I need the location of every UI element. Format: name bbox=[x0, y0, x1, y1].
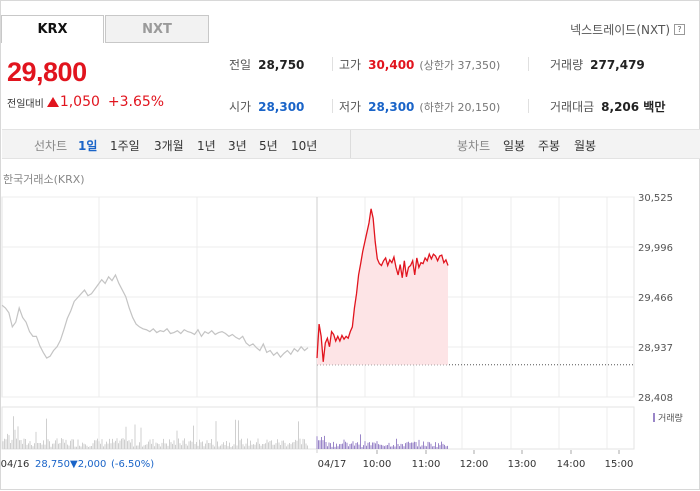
divider bbox=[332, 57, 333, 71]
y-tick-label: 29,466 bbox=[638, 293, 673, 304]
stat-value: 277,479 bbox=[590, 57, 645, 72]
stat-label: 저가 bbox=[339, 100, 362, 114]
today-line bbox=[316, 208, 449, 362]
stat-label: 시가 bbox=[229, 100, 252, 114]
line-chart-label: 선차트 bbox=[34, 139, 68, 153]
nxt-link-label: 넥스트레이드(NXT) bbox=[570, 23, 670, 37]
period-1d[interactable]: 1일 bbox=[78, 139, 98, 153]
y-tick-label: 30,525 bbox=[638, 193, 673, 204]
x-tick-label: 11:00 bbox=[412, 459, 441, 470]
stat-sub: (하한가 20,150) bbox=[419, 100, 501, 114]
stat-value: 28,750 bbox=[258, 57, 305, 72]
period-3m[interactable]: 3개월 bbox=[154, 139, 184, 153]
prev-day-change: ▼2,000 bbox=[70, 459, 106, 470]
help-icon[interactable]: ? bbox=[674, 24, 685, 35]
period-10y[interactable]: 10년 bbox=[291, 139, 318, 153]
change-percent: +3.65% bbox=[107, 94, 165, 110]
divider bbox=[350, 130, 351, 158]
x-tick-label: 13:00 bbox=[508, 459, 537, 470]
candle-weekly[interactable]: 주봉 bbox=[538, 139, 561, 153]
y-tick-label: 29,996 bbox=[638, 243, 673, 254]
volume-legend-swatch bbox=[653, 413, 655, 422]
stat-label: 고가 bbox=[339, 58, 362, 72]
stat-value: 30,400 bbox=[368, 57, 415, 72]
change-label: 전일대비 bbox=[7, 98, 44, 110]
period-3y[interactable]: 3년 bbox=[228, 139, 247, 153]
stat-label: 거래대금 bbox=[550, 100, 595, 114]
stat-high: 고가 30,400 (상한가 37,350) bbox=[339, 56, 500, 73]
volume-frame bbox=[1, 406, 635, 450]
volume-legend-label: 거래량 bbox=[658, 412, 683, 424]
candle-daily[interactable]: 일봉 bbox=[503, 139, 526, 153]
tab-nxt[interactable]: NXT bbox=[105, 15, 209, 43]
stat-amount: 거래대금 8,206 백만 bbox=[550, 98, 665, 115]
candle-monthly[interactable]: 월봉 bbox=[574, 139, 597, 153]
nxt-info-link[interactable]: 넥스트레이드(NXT) ? bbox=[570, 21, 685, 38]
tab-krx[interactable]: KRX bbox=[1, 15, 104, 43]
prev-day-close: 28,750 bbox=[35, 459, 70, 470]
stat-open: 시가 28,300 bbox=[229, 98, 304, 115]
today-area bbox=[317, 208, 448, 365]
period-bar: 선차트 1일 1주일 3개월 1년 3년 5년 10년 봉차트 일봉 주봉 월봉 bbox=[2, 129, 700, 159]
x-tick-label: 14:00 bbox=[557, 459, 586, 470]
period-1w[interactable]: 1주일 bbox=[110, 139, 140, 153]
change-value: 1,050 bbox=[59, 94, 100, 110]
price-change: 전일대비 1,050 +3.65% bbox=[7, 94, 164, 110]
stat-prev-close: 전일 28,750 bbox=[229, 56, 304, 73]
period-1y[interactable]: 1년 bbox=[197, 139, 216, 153]
x-tick-label: 12:00 bbox=[460, 459, 489, 470]
divider bbox=[528, 57, 529, 71]
plot-frame bbox=[1, 196, 635, 398]
stat-value: 28,300 bbox=[368, 99, 415, 114]
x-tick-label: 04/17 bbox=[318, 459, 347, 470]
x-tick-label: 04/16 bbox=[1, 459, 29, 470]
exchange-label: 한국거래소(KRX) bbox=[3, 173, 85, 186]
stat-label: 전일 bbox=[229, 58, 252, 72]
y-tick-label: 28,408 bbox=[638, 393, 673, 404]
prev-day-line bbox=[1, 273, 309, 359]
stat-volume: 거래량 277,479 bbox=[550, 56, 645, 73]
divider bbox=[528, 99, 529, 113]
stat-label: 거래량 bbox=[550, 58, 584, 72]
prev-day-pct: (-6.50%) bbox=[111, 459, 154, 470]
candle-chart-label: 봉차트 bbox=[457, 139, 491, 153]
up-triangle-icon bbox=[46, 97, 59, 107]
stat-value: 28,300 bbox=[258, 99, 305, 114]
y-tick-label: 28,937 bbox=[638, 343, 673, 354]
stat-sub: (상한가 37,350) bbox=[419, 58, 501, 72]
x-tick-label: 15:00 bbox=[605, 459, 634, 470]
stat-value: 8,206 백만 bbox=[601, 100, 666, 114]
period-5y[interactable]: 5년 bbox=[259, 139, 278, 153]
divider bbox=[332, 99, 333, 113]
x-tick-label: 10:00 bbox=[363, 459, 392, 470]
current-price: 29,800 bbox=[7, 57, 87, 87]
stat-low: 저가 28,300 (하한가 20,150) bbox=[339, 98, 500, 115]
